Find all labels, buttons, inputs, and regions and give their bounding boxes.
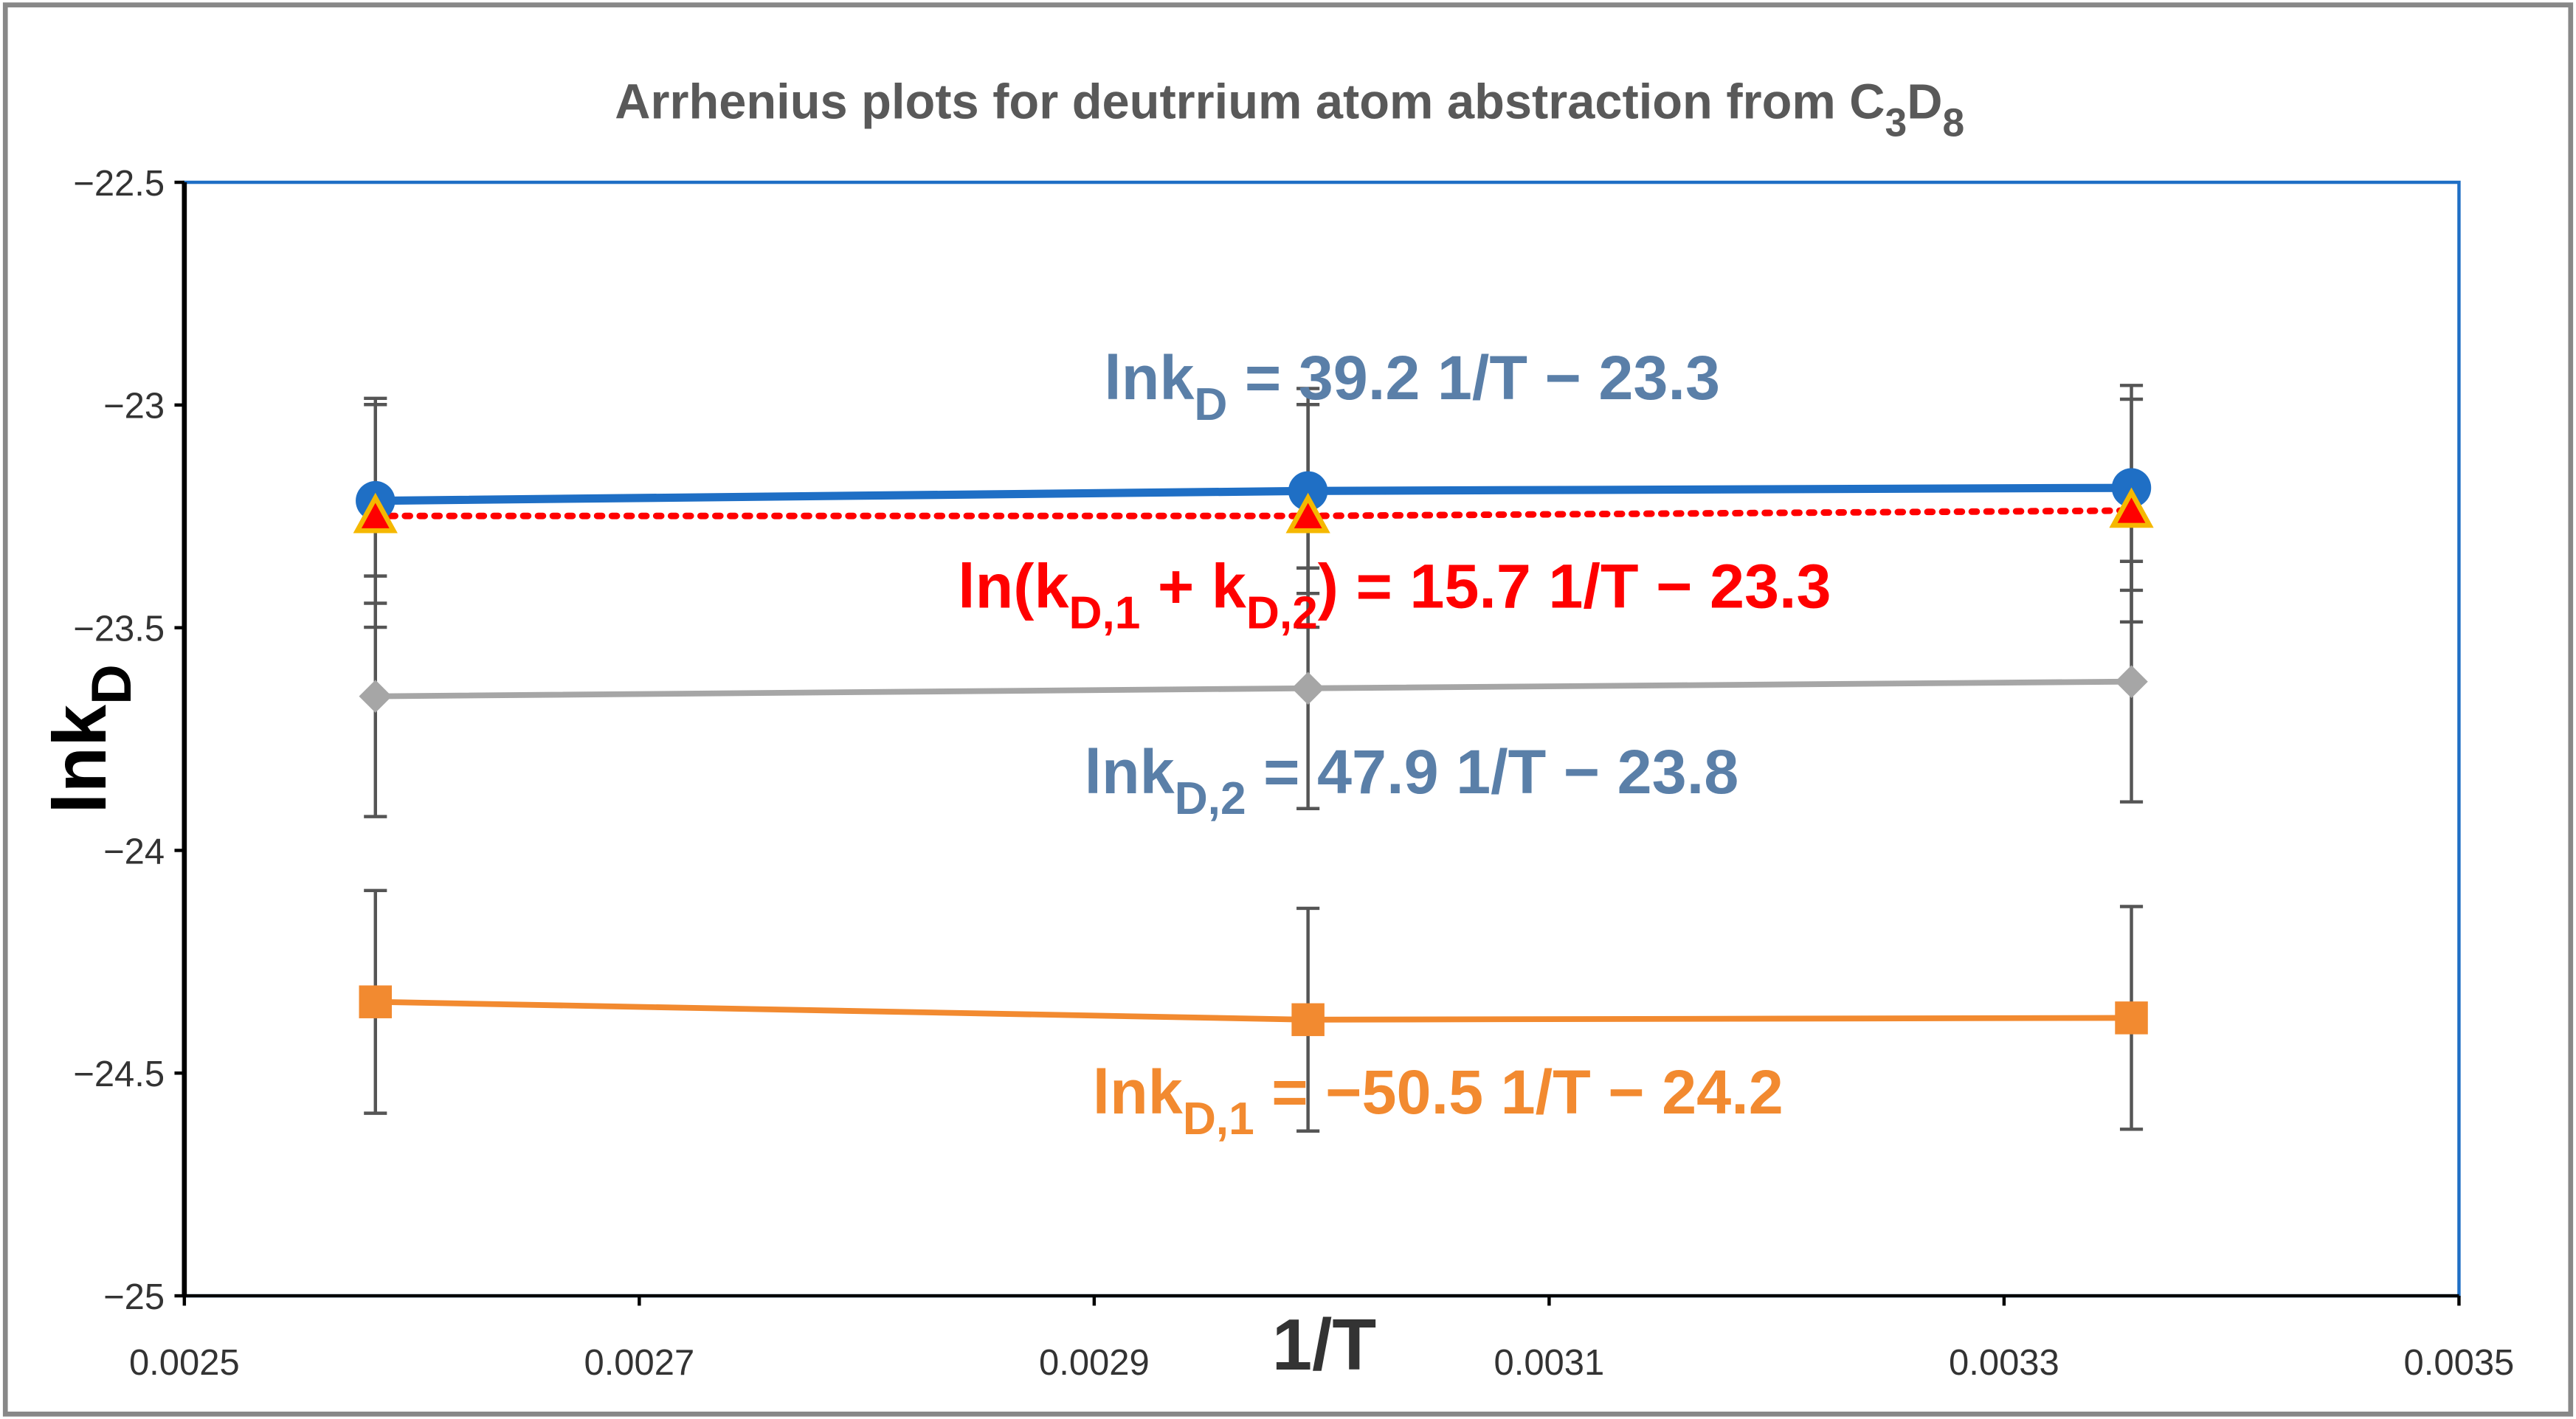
point [359, 680, 393, 713]
y-tick-label: −22.5 [73, 164, 165, 204]
x-tick-label: 0.0029 [1039, 1343, 1150, 1383]
y-tick-label: −23.5 [73, 609, 165, 649]
y-tick-label: −24 [103, 832, 165, 871]
x-tick-label: 0.0031 [1494, 1343, 1605, 1383]
annotation-part: lnk [1085, 736, 1175, 807]
annotation-part: ln(k [958, 551, 1069, 621]
annotation-part: lnk [1093, 1057, 1184, 1127]
annotation: lnkD = 39.2 1/T − 23.3 [1104, 342, 1720, 430]
chart-title: Arrhenius plots for deutrrium atom abstr… [615, 75, 1964, 145]
point [359, 985, 393, 1018]
point [1288, 471, 1328, 511]
annotation: lnkD,2 = 47.9 1/T − 23.8 [1085, 736, 1739, 824]
y-axis-title-part: lnk [37, 704, 122, 814]
y-tick-label: −25 [103, 1277, 165, 1317]
x-axis-title: 1/T [1272, 1304, 1376, 1385]
annotation: ln(kD,1 + kD,2) = 15.7 1/T − 23.3 [958, 551, 1831, 639]
annotation-sub: D [1194, 379, 1227, 430]
annotation-part: = 39.2 1/T − 23.3 [1227, 342, 1720, 412]
annotation-sub: D,1 [1183, 1094, 1254, 1144]
y-axis-title-sub: D [80, 664, 143, 705]
y-tick-label: −23 [103, 387, 165, 427]
annotation-part: = −50.5 1/T − 24.2 [1254, 1057, 1783, 1127]
x-tick-label: 0.0027 [584, 1343, 694, 1383]
chart-title-part: Arrhenius plots for deutrrium atom abstr… [615, 75, 1885, 129]
x-tick-label: 0.0033 [1949, 1343, 2059, 1383]
annotation-sub: D,2 [1175, 773, 1246, 824]
annotation-part: ) = 15.7 1/T − 23.3 [1318, 551, 1831, 621]
annotation-sub: D,1 [1068, 588, 1140, 639]
y-tick-label: −24.5 [73, 1054, 165, 1094]
chart-title-sub: 3 [1885, 101, 1907, 145]
point [2115, 665, 2148, 698]
annotation: lnkD,1 = −50.5 1/T − 24.2 [1093, 1057, 1783, 1144]
chart-title-sub: 8 [1942, 101, 1964, 145]
annotation-part: + k [1140, 551, 1246, 621]
point [353, 492, 398, 534]
x-tick-label: 0.0025 [129, 1343, 240, 1383]
point [1285, 492, 1330, 534]
point [2115, 1001, 2148, 1035]
annotation-part: = 47.9 1/T − 23.8 [1246, 736, 1739, 807]
point [2109, 487, 2154, 528]
point [1291, 1003, 1325, 1037]
chart-title-part: D [1907, 75, 1942, 129]
x-tick-label: 0.0035 [2404, 1343, 2515, 1383]
y-axis-title: lnkD [37, 664, 143, 814]
annotation-sub: D,2 [1246, 588, 1318, 639]
annotation-part: lnk [1104, 342, 1195, 412]
